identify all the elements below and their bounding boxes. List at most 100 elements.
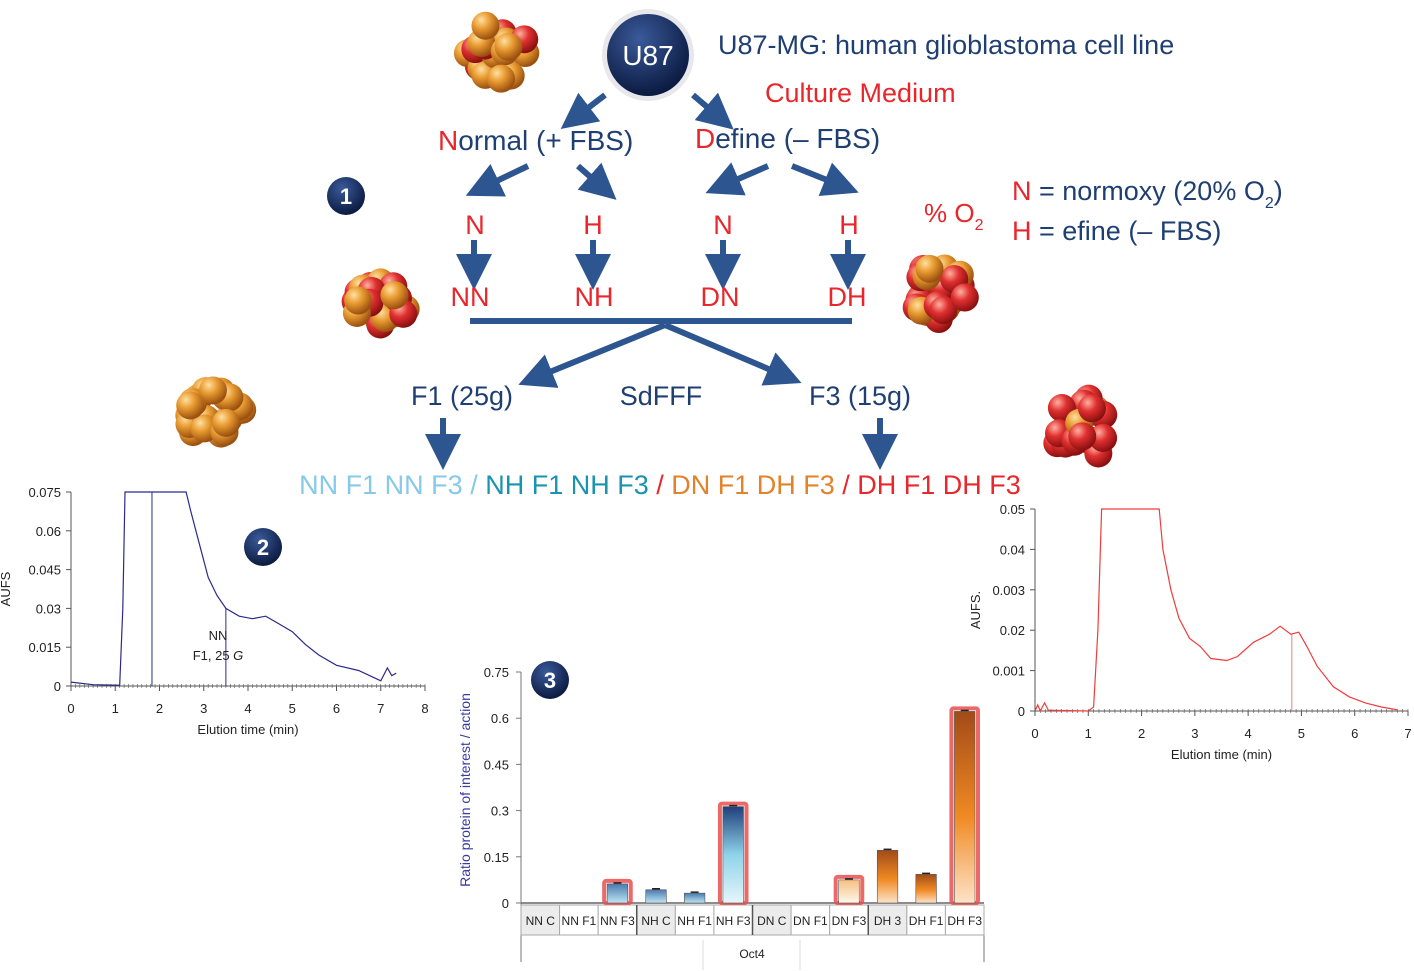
elution-trace — [1034, 508, 1398, 713]
fraction-f3-label: F3 (15g) — [809, 381, 911, 411]
sample-label: NN F1 NN F3 — [299, 470, 463, 500]
y-tick-label: 0.045 — [28, 563, 61, 578]
y-tick-label: 0 — [502, 896, 509, 911]
category-label: NN F3 — [600, 914, 635, 928]
bar-chart-oct4: 0 0.15 0.3 0.45 0.6 0.75 Ratio protein of inte… — [457, 665, 985, 970]
bar — [876, 850, 899, 904]
x-tick-label: 3 — [1191, 726, 1198, 741]
category-cell — [790, 904, 831, 936]
arrow-icon — [518, 322, 667, 388]
cell-cluster-icon — [902, 254, 979, 334]
arrow-icon — [790, 162, 859, 197]
sample-label: DN F1 DH F3 — [671, 470, 835, 500]
cell-sphere — [1078, 394, 1107, 423]
category-label: DN F3 — [832, 914, 867, 928]
group-label: DH — [828, 282, 867, 312]
y-tick-label: 0.015 — [28, 640, 61, 655]
step-badge-number: 2 — [257, 535, 269, 560]
bar — [645, 889, 667, 904]
fractogram-left: 0 1 2 3 4 5 6 7 8 0 0.015 0.03 0.045 0.06 0.075 Elution… — [0, 485, 429, 737]
cell-sphere — [487, 64, 516, 93]
x-tick-label: 0 — [67, 701, 74, 716]
arrow-icon — [560, 92, 607, 129]
title: U87-MG: human glioblastoma cell line — [718, 30, 1174, 60]
x-tick-label: 2 — [1138, 726, 1145, 741]
category-label: DN C — [757, 914, 787, 928]
arrow-icon — [576, 162, 617, 200]
condition-label: N — [713, 210, 733, 240]
y-tick-label: 0.45 — [484, 757, 509, 772]
step-badge-circle — [531, 661, 569, 699]
sample-label: DH F1 DH F3 — [857, 470, 1021, 500]
y-tick-label: 0.02 — [1000, 623, 1025, 638]
step-badge-circle — [327, 177, 365, 215]
category-label: NH C — [641, 914, 671, 928]
annotation-italic: G — [233, 648, 243, 663]
category-label: DH F3 — [947, 914, 982, 928]
cell-clusters — [175, 11, 1118, 468]
define-branch-label: Define (– FBS) — [695, 123, 880, 154]
bar — [722, 806, 744, 904]
x-tick-label: 5 — [289, 701, 296, 716]
x-axis-label: Elution time (min) — [1171, 747, 1272, 762]
u87-badge-label: U87 — [622, 40, 673, 71]
y-tick-label: 0.04 — [1000, 542, 1025, 557]
cell-sphere — [950, 283, 979, 312]
sample-line: NN F1 NN F3 / NH F1 NH F3 / DN F1 DH F3 … — [299, 470, 1021, 500]
cell-sphere — [176, 391, 205, 420]
bar — [915, 874, 937, 904]
cell-sphere — [494, 32, 523, 61]
x-tick-label: 4 — [244, 701, 251, 716]
x-tick-label: 7 — [1404, 726, 1411, 741]
conditions-row: N H N H — [465, 210, 859, 240]
cell-sphere — [1068, 422, 1097, 451]
y-tick-label: 0.3 — [491, 804, 509, 819]
cell-sphere — [1089, 423, 1118, 452]
x-axis-label: Elution time (min) — [197, 722, 298, 737]
step-badges: 1 2 3 — [244, 177, 569, 699]
x-tick-label: 3 — [200, 701, 207, 716]
y-tick-label: 0.06 — [36, 524, 61, 539]
category-label: DN F1 — [793, 914, 828, 928]
fractogram-right: 0 1 2 3 4 5 6 7 0 0.001 0.02 0.003 0.04 0.05 Elution t… — [968, 502, 1412, 762]
condition-label: N — [465, 210, 485, 240]
cell-cluster-icon — [1043, 384, 1118, 468]
cell-sphere — [212, 408, 241, 437]
elution-trace — [70, 491, 397, 686]
y-tick-label: 0.75 — [484, 665, 509, 680]
legend-normoxy: N = normoxy (20% O2) — [1012, 176, 1283, 212]
cell-cluster-icon — [453, 11, 540, 93]
arrow-icon — [705, 162, 770, 196]
category-cell — [559, 904, 599, 936]
x-tick-label: 5 — [1298, 726, 1305, 741]
step-badge-circle — [244, 528, 282, 566]
y-tick-label: 0.075 — [28, 485, 61, 500]
x-tick-label: 1 — [112, 701, 119, 716]
bar — [684, 892, 706, 904]
x-tick-label: 6 — [333, 701, 340, 716]
category-cell — [674, 904, 715, 936]
x-tick-label: 8 — [421, 701, 428, 716]
annotation-line2: F1, 25 G — [193, 648, 244, 663]
y-tick-label: 0.03 — [36, 601, 61, 616]
fraction-f1-label: F1 (25g) — [411, 381, 513, 411]
sample-label: NH F1 NH F3 — [485, 470, 649, 500]
condition-label: H — [583, 210, 603, 240]
x-tick-label: 2 — [156, 701, 163, 716]
y-axis-label: AUFS — [0, 571, 13, 606]
subtitle: Culture Medium — [765, 78, 956, 108]
category-cell — [520, 904, 561, 936]
category-label: DH 3 — [874, 914, 902, 928]
category-label: NN C — [526, 914, 556, 928]
y-tick-label: 0 — [54, 679, 61, 694]
group-label: NN — [451, 282, 490, 312]
cell-sphere — [344, 286, 373, 315]
y-tick-label: 0.001 — [992, 664, 1025, 679]
step-badge-number: 1 — [340, 184, 352, 209]
groups-row: NN NH DN DH — [451, 282, 867, 312]
y-tick-label: 0 — [1018, 704, 1025, 719]
y-axis-label: AUFS. — [968, 591, 983, 629]
flow-arrows — [425, 92, 898, 470]
x-tick-label: 1 — [1085, 726, 1092, 741]
